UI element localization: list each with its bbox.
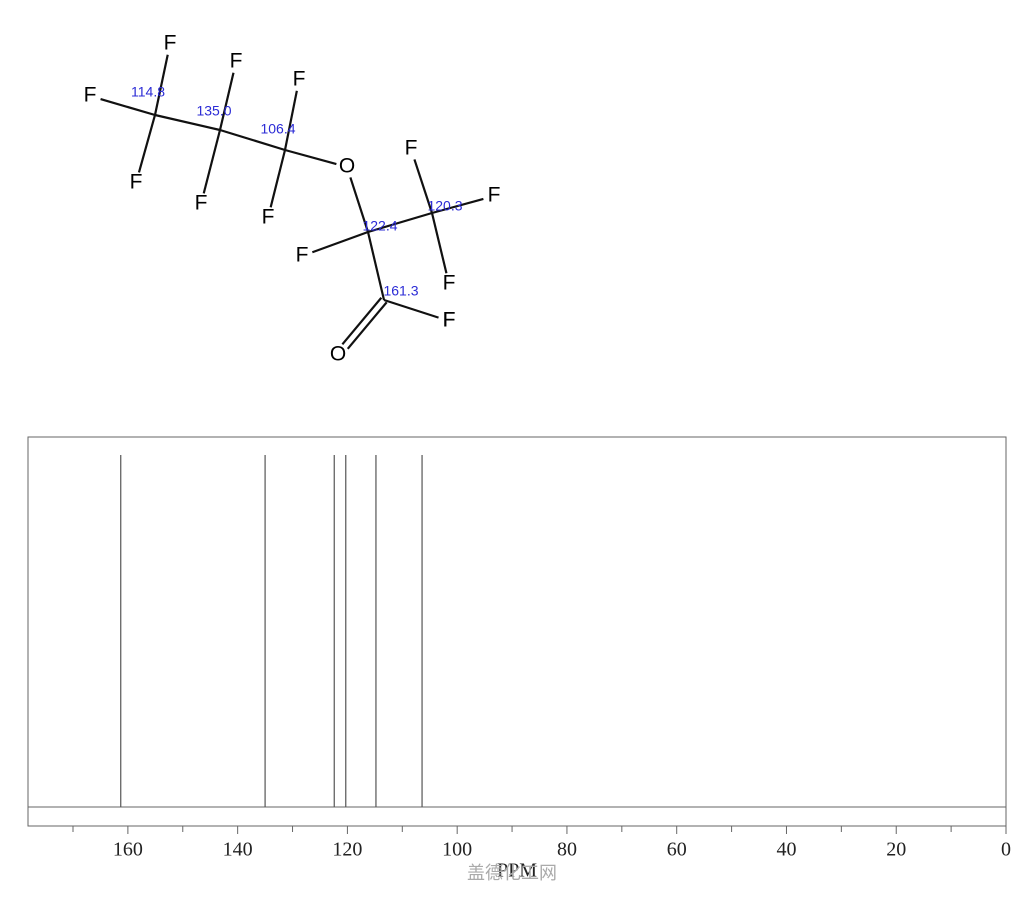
- bond: [153, 54, 169, 116]
- x-tick-label: 20: [886, 839, 906, 861]
- x-axis-label: PPM: [497, 860, 537, 882]
- bond: [311, 230, 369, 254]
- bond: [137, 114, 157, 173]
- atom-label: F: [443, 309, 456, 332]
- shift-label: 122.4: [362, 218, 397, 234]
- x-tick-label: 160: [113, 839, 143, 861]
- atom-label: F: [84, 84, 97, 107]
- shift-label: 106.4: [260, 121, 295, 137]
- atom-label: F: [164, 32, 177, 55]
- bond: [349, 177, 370, 233]
- bond: [219, 128, 286, 152]
- plot-frame: [27, 436, 1007, 827]
- bond: [202, 129, 222, 194]
- atom-label: O: [330, 343, 346, 366]
- bond: [218, 72, 235, 131]
- x-tick-label: 40: [776, 839, 796, 861]
- bond: [284, 148, 337, 166]
- atom-label: F: [262, 206, 275, 229]
- bond: [431, 197, 484, 215]
- shift-label: 114.8: [131, 84, 165, 100]
- x-tick-label: 0: [1001, 839, 1011, 861]
- atom-label: O: [339, 155, 355, 178]
- shift-label: 161.3: [383, 283, 418, 299]
- atom-label: F: [443, 309, 456, 332]
- atom-label: F: [443, 272, 456, 295]
- bond: [269, 149, 287, 208]
- x-tick-label: 100: [442, 839, 472, 861]
- bond: [366, 231, 386, 301]
- bond: [367, 211, 433, 234]
- atom-label: F: [195, 192, 208, 215]
- watermark: 盖德化工网: [467, 863, 557, 883]
- x-tick-label: 120: [332, 839, 362, 861]
- bond: [383, 298, 439, 319]
- bond: [154, 113, 221, 132]
- atom-label: F: [293, 68, 306, 91]
- x-tick-label: 140: [223, 839, 253, 861]
- shift-label: 135.0: [196, 103, 231, 119]
- x-tick-label: 60: [667, 839, 687, 861]
- x-tick-label: 80: [557, 839, 577, 861]
- atom-label: F: [488, 184, 501, 207]
- bond: [346, 301, 388, 350]
- bond: [413, 159, 434, 214]
- bond: [100, 98, 156, 117]
- bond: [283, 90, 298, 151]
- atom-label: F: [130, 171, 143, 194]
- molecule: FFFFFFFOFFFFFOF114.8135.0106.4122.4120.3…: [84, 32, 501, 366]
- bond: [341, 297, 383, 346]
- shift-label: 120.3: [427, 198, 462, 214]
- atom-label: F: [230, 50, 243, 73]
- bond: [430, 212, 448, 274]
- atom-label: F: [405, 137, 418, 160]
- atom-label: F: [296, 244, 309, 267]
